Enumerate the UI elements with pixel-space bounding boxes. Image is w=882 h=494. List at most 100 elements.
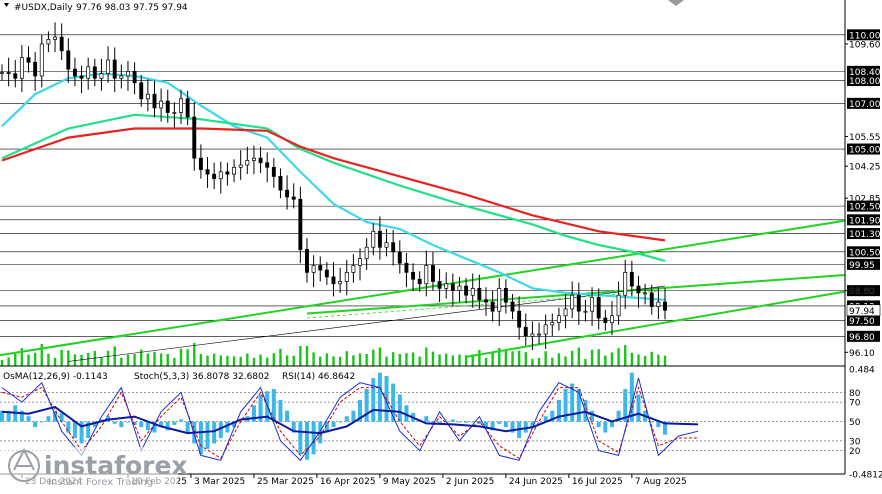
candle-body xyxy=(152,93,157,109)
candle-body xyxy=(331,276,336,285)
osma-bar xyxy=(125,421,130,423)
volume-bar xyxy=(517,350,521,366)
volume-bar xyxy=(425,347,428,366)
volume-bar xyxy=(537,358,541,366)
osma-bar xyxy=(232,421,237,428)
volume-bar xyxy=(471,354,474,366)
volume-bar xyxy=(259,354,262,366)
volume-bar xyxy=(193,343,196,366)
osma-bar xyxy=(159,421,164,428)
candle-body xyxy=(278,176,283,191)
candle-body xyxy=(185,98,190,118)
price-level-box xyxy=(847,65,880,77)
candle-body xyxy=(86,66,91,79)
candle-body xyxy=(397,251,402,264)
osma-bar xyxy=(145,421,150,431)
osma-bar xyxy=(424,416,429,422)
price-level-box xyxy=(847,200,880,212)
volume-bar xyxy=(630,352,634,366)
volume-bar xyxy=(564,356,567,366)
candle-body xyxy=(6,72,11,75)
volume-bar xyxy=(464,355,468,366)
osma-bar xyxy=(152,421,157,433)
candle-body xyxy=(66,50,71,70)
volume-bar xyxy=(378,347,382,366)
osma-bar xyxy=(205,421,210,449)
price-tick-label: 105.55 xyxy=(849,133,881,143)
candle-body xyxy=(232,166,236,175)
osma-bar xyxy=(391,383,396,422)
volume-bar xyxy=(577,347,581,366)
volume-bar xyxy=(113,346,116,366)
candle-body xyxy=(46,39,51,45)
volume-bar xyxy=(186,349,189,366)
osma-bar xyxy=(291,421,296,433)
watermark-tagline: Instant Forex Trading xyxy=(48,477,153,488)
volume-bar xyxy=(126,354,130,366)
chart-ohlc: 97.76 98.03 97.75 97.94 xyxy=(76,3,188,13)
candle-body xyxy=(338,281,343,285)
stoch-label: Stoch(5,3,3) 36.8078 32.6802 xyxy=(134,372,269,382)
volume-bar xyxy=(458,354,461,366)
time-tick-label: 16 Apr 2025 xyxy=(320,477,376,487)
watermark-brand: instaforex xyxy=(44,451,188,480)
candle-body xyxy=(245,160,250,166)
volume-bar xyxy=(47,353,50,366)
volume-bar xyxy=(292,355,295,366)
candle-body xyxy=(510,301,515,312)
volume-bar xyxy=(7,357,10,366)
volume-bar xyxy=(531,358,534,366)
volume-bar xyxy=(219,355,222,366)
osma-bar xyxy=(324,421,329,433)
volume-bar xyxy=(338,356,342,366)
volume-bar xyxy=(212,353,216,366)
osma-bar xyxy=(6,410,11,422)
osma-bar xyxy=(331,421,336,428)
collapse-triangle-icon[interactable] xyxy=(4,3,9,7)
price-level-label: 108.40 xyxy=(849,68,881,78)
candle-body xyxy=(503,287,508,303)
price-level-box xyxy=(847,246,880,258)
osma-bar xyxy=(430,421,435,423)
current-price-box xyxy=(846,304,881,317)
candle-body xyxy=(610,315,614,323)
volume-bar xyxy=(272,353,276,366)
volume-bar xyxy=(40,344,43,366)
candle-body xyxy=(225,171,230,175)
candle-body xyxy=(33,61,38,77)
volume-bar xyxy=(584,359,587,366)
osma-bar xyxy=(179,419,184,422)
candle-body xyxy=(318,265,323,271)
candle-body xyxy=(59,36,64,52)
candles xyxy=(0,22,667,351)
candle-body xyxy=(198,157,203,170)
volume-bar xyxy=(279,348,282,366)
candle-body xyxy=(570,294,575,310)
candle-body xyxy=(656,301,661,307)
price-level-box xyxy=(847,330,880,342)
time-tick-label: 9 May 2025 xyxy=(383,477,436,487)
candle-body xyxy=(530,333,535,337)
scroll-marker-icon[interactable] xyxy=(668,0,684,6)
osma-bar xyxy=(570,383,575,422)
price-tick-label: 104.25 xyxy=(849,163,881,173)
volume-bar xyxy=(478,350,481,366)
osma-bar xyxy=(298,421,303,455)
candle-body xyxy=(543,324,548,335)
candle-body xyxy=(251,157,256,161)
watermark: instaforex Instant Forex Trading xyxy=(0,447,188,490)
volume-bar xyxy=(146,353,150,366)
volume-bar xyxy=(332,356,335,366)
volume-bar xyxy=(498,348,501,366)
candle-body xyxy=(0,72,4,74)
candle-body xyxy=(444,283,449,289)
osma-bar xyxy=(271,389,276,422)
volume-bar xyxy=(358,353,362,366)
osma-bar xyxy=(636,394,641,422)
volume-bar xyxy=(418,356,421,366)
osma-bar xyxy=(616,410,621,422)
osma-bar xyxy=(351,410,356,422)
volume-bar xyxy=(365,354,368,366)
volume-bar xyxy=(305,346,309,366)
